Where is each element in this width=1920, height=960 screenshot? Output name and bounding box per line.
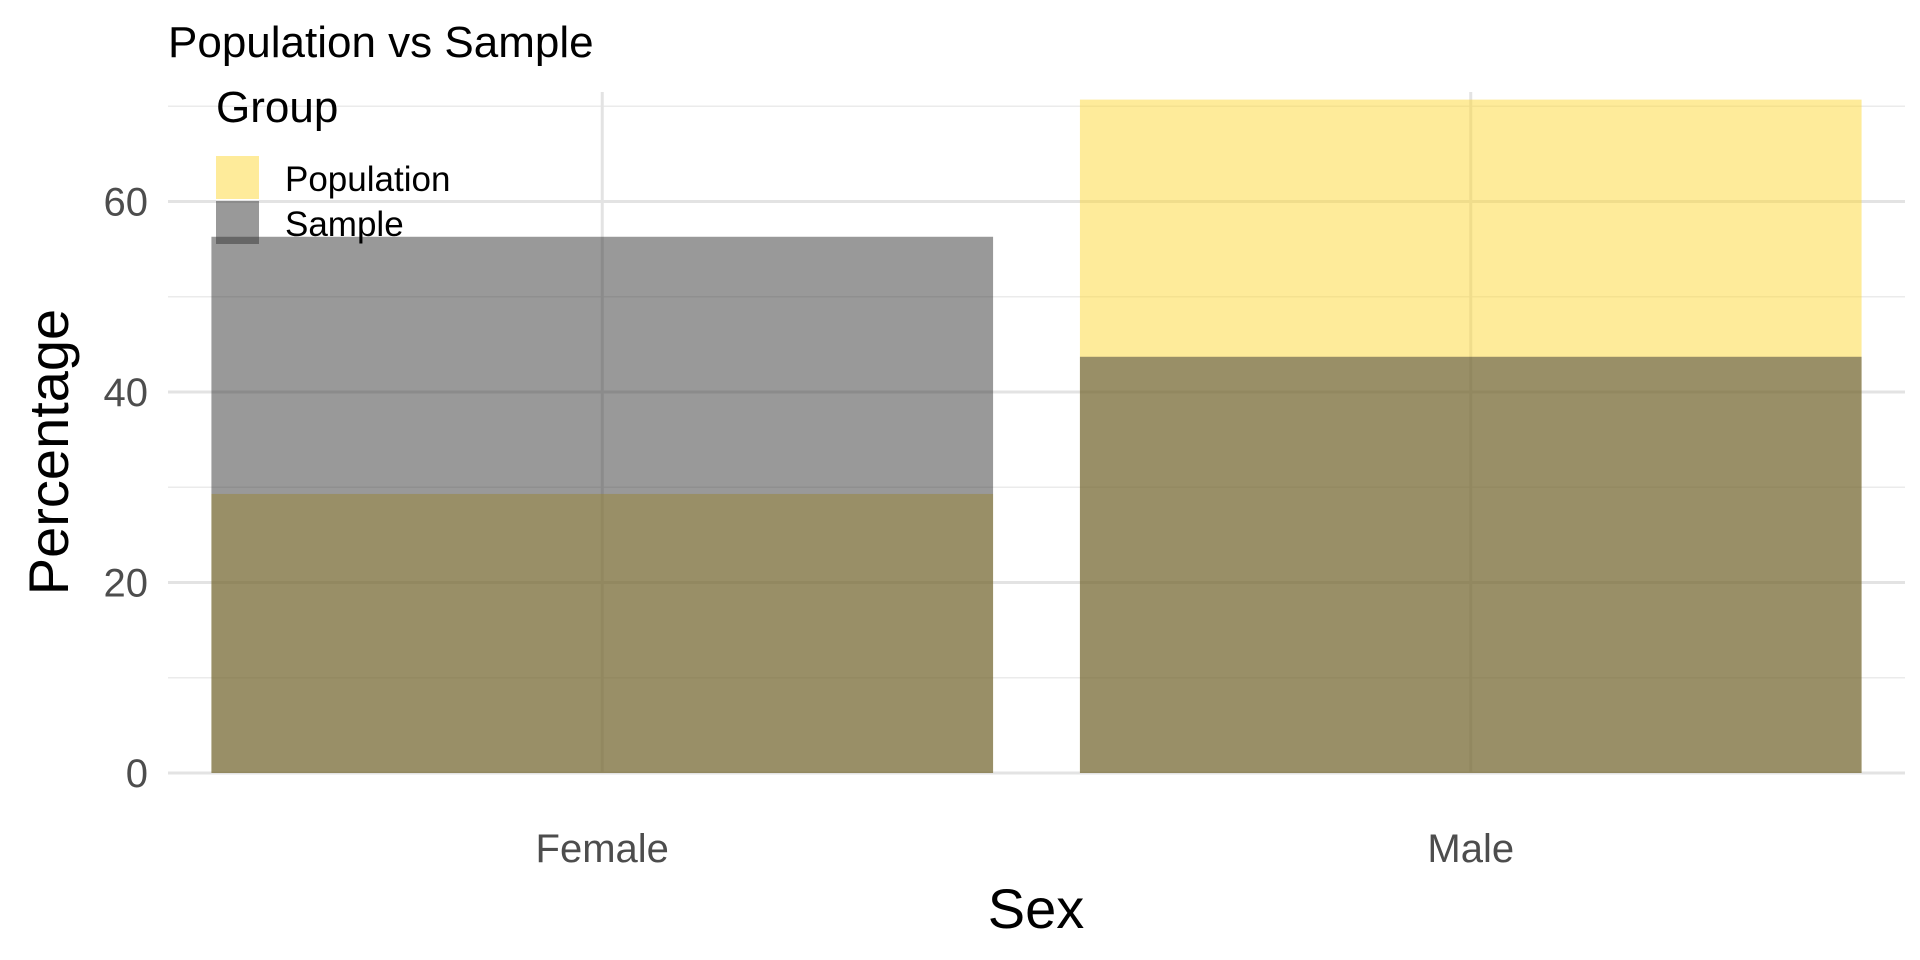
legend-label-population: Population [285,160,450,199]
bar-sample-female [211,236,994,773]
legend: Group Population Sample [216,83,450,244]
legend-label-sample: Sample [285,205,404,244]
y-tick-label: 0 [126,752,148,796]
y-axis-title: Percentage [17,309,80,595]
bar-sample-male [1079,356,1862,773]
x-tick-label: Male [1427,827,1514,871]
x-axis-title: Sex [988,877,1085,940]
x-tick-label: Female [536,827,669,871]
y-axis-ticks: 0 20 40 60 [104,181,149,796]
legend-key-population [216,156,259,199]
legend-title: Group [216,83,338,132]
bars [211,99,1862,774]
y-tick-label: 20 [104,562,149,606]
y-tick-label: 40 [104,371,149,415]
y-tick-label: 60 [104,181,149,225]
x-axis-ticks: Female Male [536,827,1515,871]
legend-key-sample [216,201,259,244]
chart-title: Population vs Sample [168,18,594,67]
